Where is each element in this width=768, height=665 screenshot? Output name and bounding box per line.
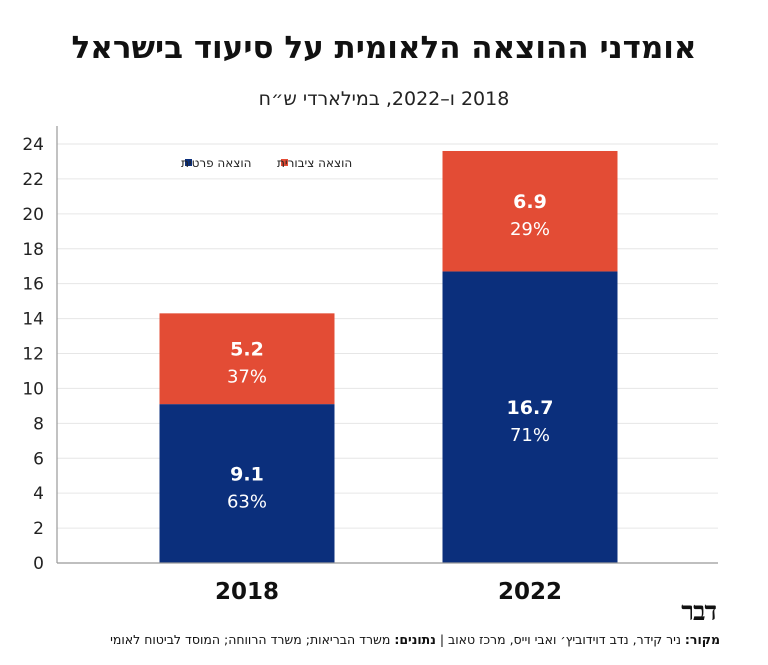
bar-segment (442, 150, 618, 272)
y-tick-label: 14 (22, 310, 44, 330)
data-label: נתונים: (394, 632, 436, 647)
data-text: משרד הבריאות; משרד הרווחה; המוסד לביטוח … (110, 632, 395, 647)
legend: הוצאה ציבורית הוצאה פרטית (181, 156, 352, 170)
y-tick-label: 16 (22, 275, 44, 295)
y-tick-label: 4 (33, 484, 44, 504)
source-note: מקור: ניר קידר, נדב דוידוביץ׳ ואבי וייס,… (110, 632, 720, 647)
chart-title: אומדני ההוצאה הלאומית על סיעוד בישראל (71, 30, 697, 66)
y-tick-label: 18 (22, 240, 44, 260)
legend-label-private: הוצאה פרטית (181, 156, 252, 170)
legend-label-public: הוצאה ציבורית (277, 156, 352, 170)
y-tick-label: 22 (22, 170, 44, 190)
bar-segment (159, 404, 335, 563)
data-label-value: 6.9 (513, 191, 547, 213)
bar-segment (159, 313, 335, 405)
data-label-share: 71% (510, 425, 550, 446)
grid-lines (57, 143, 718, 529)
y-tick-label: 8 (33, 414, 44, 434)
source-label: מקור: (684, 632, 720, 647)
dvar-logo: דבר (681, 597, 717, 627)
legend-swatch-public (281, 159, 288, 166)
y-tick-label: 20 (22, 205, 44, 225)
bars: 9.1 63% 5.2 37% 16.7 71% 6.9 29% (159, 150, 618, 563)
chart-subtitle: 2018 ו–2022, במילארדי ש״ח (258, 88, 510, 110)
y-tick-label: 6 (33, 449, 44, 469)
data-label-value: 5.2 (230, 339, 264, 361)
y-tick-label: 10 (22, 379, 44, 399)
bar-segment (442, 271, 618, 563)
x-tick-label: 2022 (498, 579, 562, 605)
y-tick-label: 12 (22, 345, 44, 365)
data-label-value: 9.1 (230, 464, 264, 486)
x-tick-label: 2018 (215, 579, 279, 605)
y-tick-label: 2 (33, 519, 44, 539)
data-label-share: 37% (227, 367, 267, 388)
legend-swatch-private (185, 159, 192, 166)
y-tick-label: 0 (33, 554, 44, 574)
data-label-value: 16.7 (507, 397, 554, 419)
data-label-share: 29% (510, 219, 550, 240)
source-text: ניר קידר, נדב דוידוביץ׳ ואבי וייס, מרכז … (435, 632, 685, 647)
y-tick-label: 24 (22, 135, 44, 155)
data-label-share: 63% (227, 492, 267, 513)
